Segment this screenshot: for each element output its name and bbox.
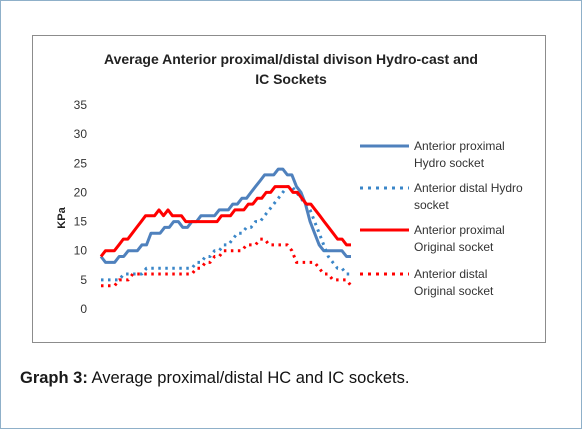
legend-label-1: Hydro socket (414, 156, 485, 170)
chart-area: Average Anterior proximal/distal divison… (32, 35, 546, 343)
y-tick-label: 5 (80, 273, 87, 287)
series-line-3 (99, 185, 351, 258)
line-chart: Average Anterior proximal/distal divison… (56, 51, 523, 316)
legend-label-4: Original socket (414, 284, 494, 298)
y-tick-label: 25 (74, 156, 88, 170)
legend-label-4: Anterior distal (414, 267, 487, 281)
legend-label-2: Anterior distal Hydro (414, 181, 523, 195)
legend-label-3: Anterior proximal (414, 223, 505, 237)
series-line-4 (101, 237, 353, 288)
y-axis-label: KPa (56, 206, 68, 228)
chart-title-line2: IC Sockets (255, 71, 327, 87)
series-line-2 (101, 185, 351, 282)
y-tick-label: 30 (74, 127, 88, 141)
legend-label-2: socket (414, 198, 449, 212)
y-tick-label: 35 (74, 98, 88, 112)
chart-title-line1: Average Anterior proximal/distal divison… (104, 51, 478, 67)
caption-label: Graph 3: (20, 369, 88, 387)
legend-label-1: Anterior proximal (414, 139, 505, 153)
y-tick-label: 15 (74, 215, 88, 229)
series-line-1 (99, 167, 351, 264)
y-tick-label: 20 (74, 185, 88, 199)
legend-label-3: Original socket (414, 240, 494, 254)
figure-caption: Graph 3: Average proximal/distal HC and … (20, 369, 409, 388)
caption-text: Average proximal/distal HC and IC socket… (87, 369, 410, 387)
y-tick-label: 0 (80, 302, 87, 316)
y-tick-label: 10 (74, 244, 88, 258)
